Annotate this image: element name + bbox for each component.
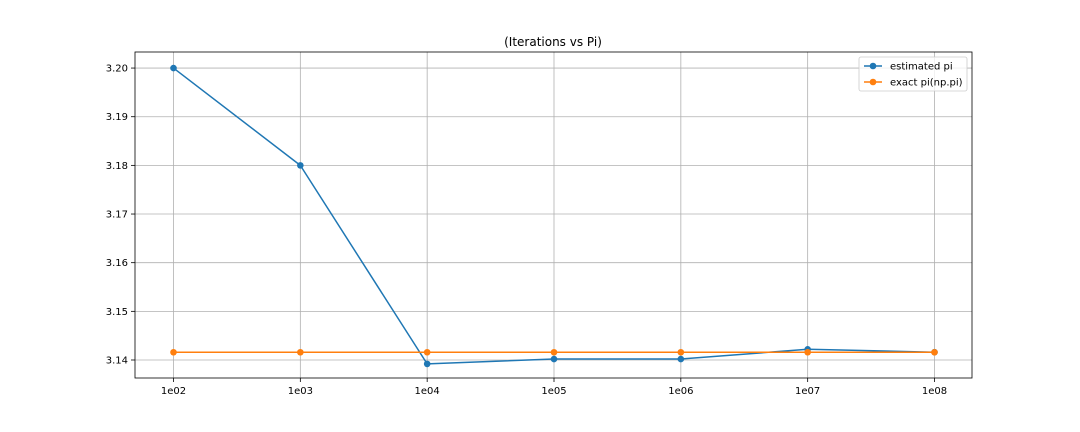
- series-exact-pi-np-pi: [170, 348, 938, 356]
- legend: estimated pi exact pi(np.pi): [858, 56, 968, 92]
- plot-area: [134, 51, 973, 379]
- data-point: [677, 348, 685, 356]
- y-tick-label: 3.15: [106, 307, 128, 318]
- data-point: [550, 355, 558, 363]
- x-tick-label: 1e07: [795, 386, 820, 397]
- data-point: [931, 348, 938, 356]
- legend-entry: estimated pi: [864, 62, 953, 73]
- legend-box: [858, 56, 968, 92]
- y-tick-label: 3.19: [106, 112, 128, 123]
- x-tick-label: 1e05: [541, 386, 566, 397]
- legend-marker: [869, 78, 877, 86]
- legend-marker: [869, 62, 877, 70]
- x-tick-label: 1e02: [161, 386, 186, 397]
- x-axis: 1e02 1e03 1e04 1e05 1e06 1e07 1e08: [161, 378, 947, 397]
- plot-background: [135, 52, 972, 378]
- series-layer: [170, 64, 938, 368]
- y-tick-label: 3.16: [106, 258, 128, 269]
- data-point: [297, 348, 304, 356]
- x-tick-label: 1e04: [415, 386, 440, 397]
- legend-entry: exact pi(np.pi): [864, 78, 963, 89]
- data-point: [550, 348, 558, 356]
- y-tick-label: 3.17: [106, 210, 128, 221]
- legend-label: estimated pi: [890, 62, 953, 73]
- grid-lines: [135, 52, 972, 378]
- x-tick-label: 1e06: [668, 386, 693, 397]
- data-point: [423, 348, 431, 356]
- data-point: [423, 360, 431, 368]
- chart-title: (Iterations vs Pi): [504, 35, 602, 49]
- x-tick-label: 1e08: [922, 386, 947, 397]
- y-axis: 3.14 3.15 3.16 3.17 3.18 3.19 3.20: [106, 64, 135, 366]
- data-point: [804, 348, 811, 356]
- plot-frame: [134, 51, 973, 379]
- y-tick-label: 3.14: [106, 355, 128, 366]
- data-point: [297, 162, 304, 169]
- data-point: [170, 64, 177, 72]
- y-tick-label: 3.20: [106, 64, 128, 75]
- y-tick-label: 3.18: [106, 161, 128, 172]
- x-tick-label: 1e03: [288, 386, 313, 397]
- legend-label: exact pi(np.pi): [890, 78, 963, 89]
- data-point: [677, 355, 685, 363]
- data-point: [170, 348, 177, 356]
